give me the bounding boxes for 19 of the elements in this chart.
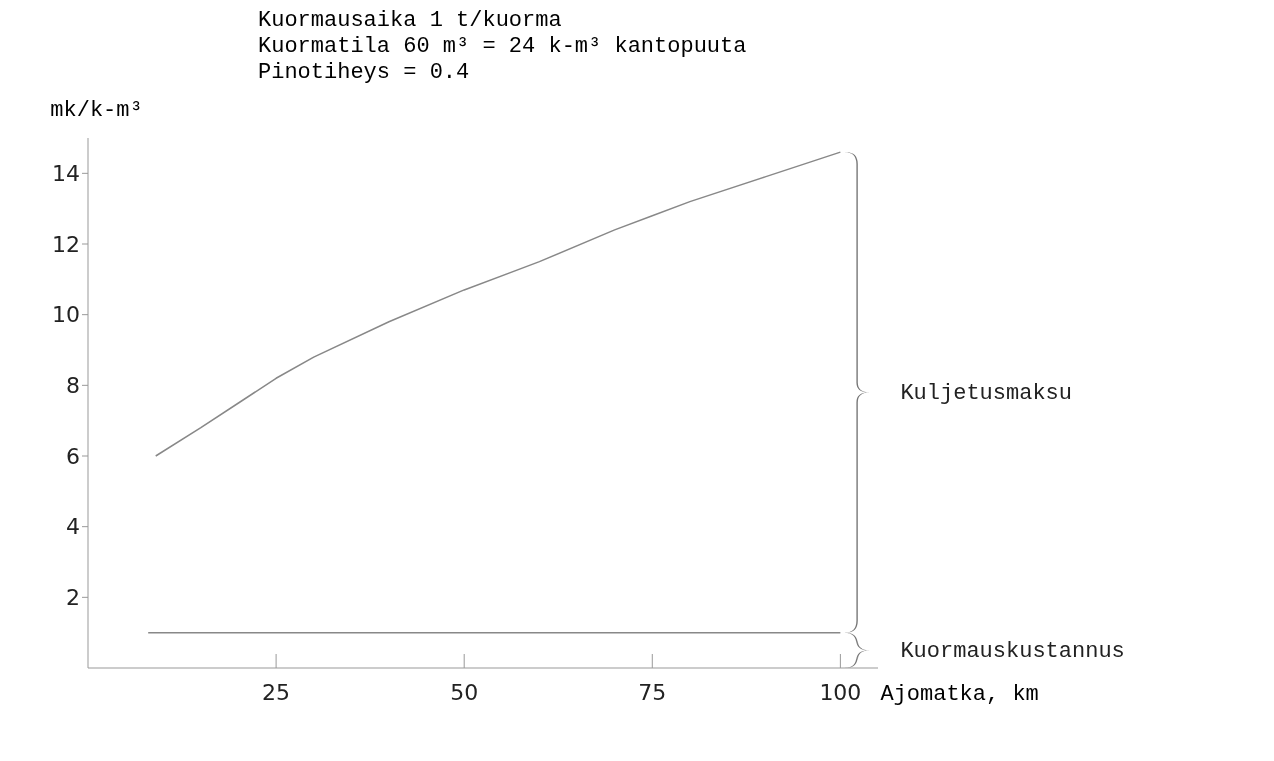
y-tick-label: 2 [66,585,80,611]
text: Kuormauskustannus [900,639,1125,665]
chart-subtitle: Kuormatila 60 m³ = 24 k-m³ kantopuuta [258,34,747,60]
y-axis-title: mk/k-m³ [50,98,143,123]
y-tick-label: 6 [66,443,80,469]
x-tick-label: 100 [819,679,862,705]
y-tick-label: 4 [66,514,80,540]
y-tick-label: 12 [52,231,80,257]
line-series [154,151,842,457]
y-tick-label: 8 [66,373,80,399]
chart-title: Kuormausaika 1 t/kuorma [258,8,563,34]
text: Pinotiheys = 0.4 [258,60,471,86]
x-tick-label: 50 [450,679,479,705]
x-tick-label: 25 [262,679,291,705]
y-tick-label: 14 [52,161,80,187]
y-tick-label: 10 [52,302,80,328]
x-axis-title: Ajomatka, km [880,682,1039,707]
x-tick-label: 75 [638,679,667,705]
text: Kuljetusmaksu [900,381,1073,407]
